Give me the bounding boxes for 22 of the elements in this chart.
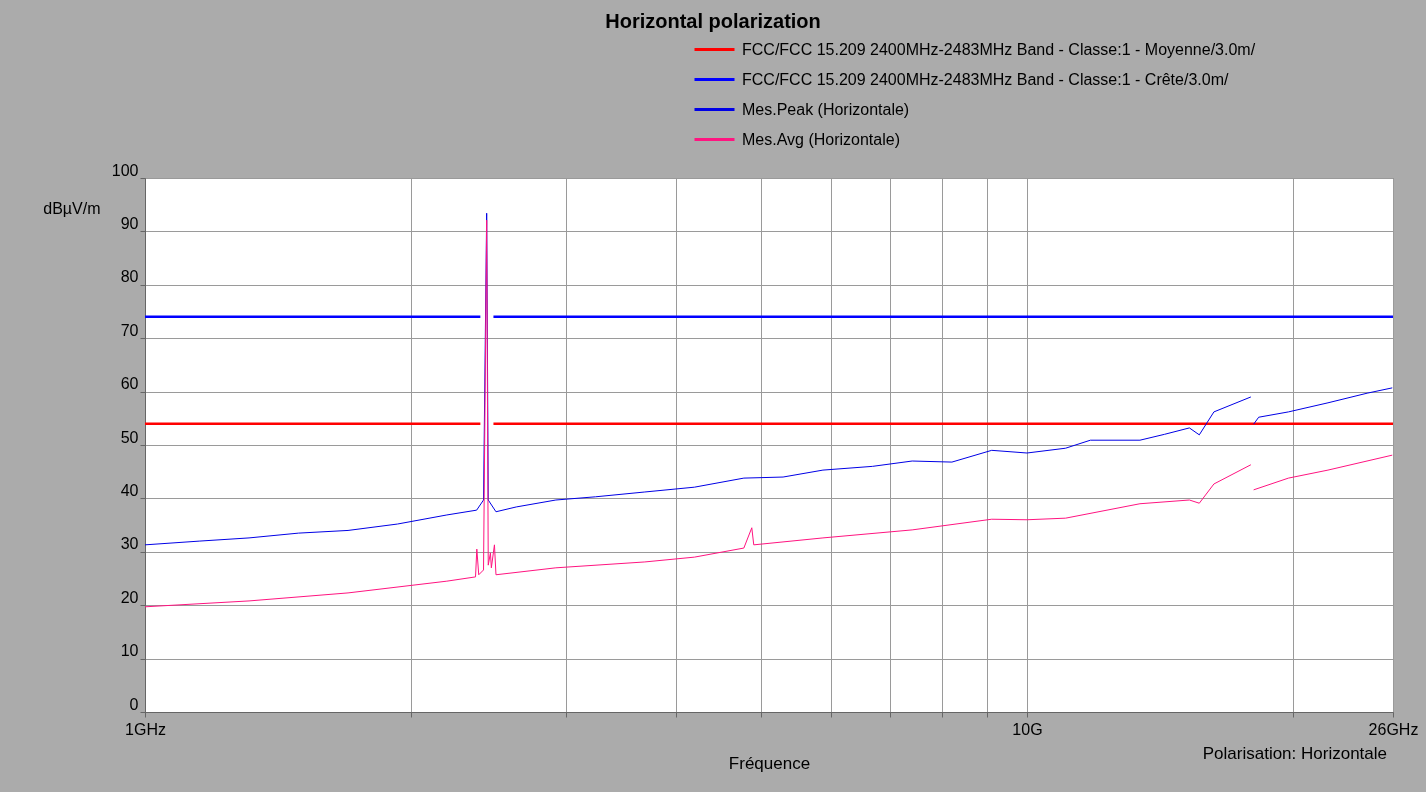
y-tick-label: 100 [111,161,139,179]
x-tick-label: 1GHz [125,720,166,738]
y-tick-label: 80 [120,268,139,286]
text: Polarisation: Horizontale [1202,744,1387,763]
legend-label: FCC/FCC 15.209 2400MHz-2483MHz Band - Classe:1 - Moyenne/3.0m/ [742,40,1256,58]
chart-title: Horizontal polarization [605,10,821,32]
y-tick-label: 50 [120,428,139,446]
y-tick-label: 70 [120,321,139,339]
x-axis-title: Fréquence [728,753,811,773]
x-tick-label: 26GHz [1368,720,1419,738]
legend-label: Mes.Peak (Horizontale) [742,100,910,118]
y-tick-label: 20 [120,588,139,606]
y-tick-label: 90 [120,214,139,232]
y-tick-label: 30 [120,535,139,553]
y-axis-title: dBµV/m [43,199,101,217]
y-tick-label: 60 [120,375,139,393]
y-tick-label: 0 [129,695,139,713]
x-tick-label: 10G [1012,720,1043,738]
legend-label: FCC/FCC 15.209 2400MHz-2483MHz Band - Classe:1 - Crête/3.0m/ [742,70,1229,88]
y-tick-label: 40 [120,481,139,499]
legend-label: Mes.Avg (Horizontale) [742,130,900,148]
y-tick-label: 10 [120,642,139,660]
